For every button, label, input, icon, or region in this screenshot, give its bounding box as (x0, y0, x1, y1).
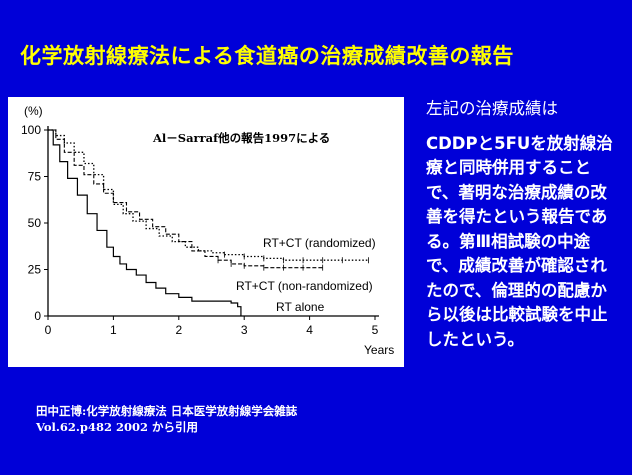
citation: 田中正博:化学放射線療法 日本医学放射線学会雑誌 Vol.62.p482 200… (36, 403, 416, 435)
survival-chart: 0 25 50 75 100 0 1 2 3 4 5 (%) Years Al－Sarraf他の報告199… (8, 97, 404, 367)
side-text-lead: 左記の治療成績は (426, 99, 558, 118)
y-tick-label-100: 100 (21, 123, 41, 137)
chart-annotation: Al－Sarraf他の報告1997による (152, 131, 330, 145)
series-line-2 (48, 129, 242, 316)
slide-title: 化学放射線療法による食道癌の治療成績改善の報告 (20, 44, 514, 68)
x-tick-label-2: 2 (175, 323, 182, 337)
x-tick-label-1: 1 (110, 323, 117, 337)
x-tick-label-3: 3 (241, 323, 248, 337)
series-label-2: RT alone (276, 300, 325, 314)
citation-line-2: Vol.62.p482 2002 から引用 (36, 420, 198, 434)
y-tick-label-25: 25 (28, 263, 42, 277)
y-tick-label-0: 0 (34, 309, 41, 323)
x-tick-label-0: 0 (45, 323, 52, 337)
series-label-0: RT+CT (randomized) (263, 236, 376, 250)
y-axis-label: (%) (24, 104, 43, 118)
series-line-1 (48, 129, 323, 269)
citation-line-1: 田中正博:化学放射線療法 日本医学放射線学会雑誌 (36, 404, 298, 418)
y-tick-label-75: 75 (28, 170, 42, 184)
x-tick-label-4: 4 (306, 323, 313, 337)
side-text: 左記の治療成績は CDDPと5FUを放射線治療と同時併用することで、著明な治療成… (426, 97, 616, 352)
series-label-1: RT+CT (non-randomized) (236, 279, 373, 293)
x-axis-label: Years (364, 343, 394, 357)
x-tick-label-5: 5 (372, 323, 379, 337)
side-text-body: CDDPと5FUを放射線治療と同時併用することで、著明な治療成績の改善を得たとい… (426, 133, 613, 349)
chart-svg: 0 25 50 75 100 0 1 2 3 4 5 (%) Years Al－Sarraf他の報告199… (21, 104, 394, 357)
y-tick-label-50: 50 (28, 216, 42, 230)
